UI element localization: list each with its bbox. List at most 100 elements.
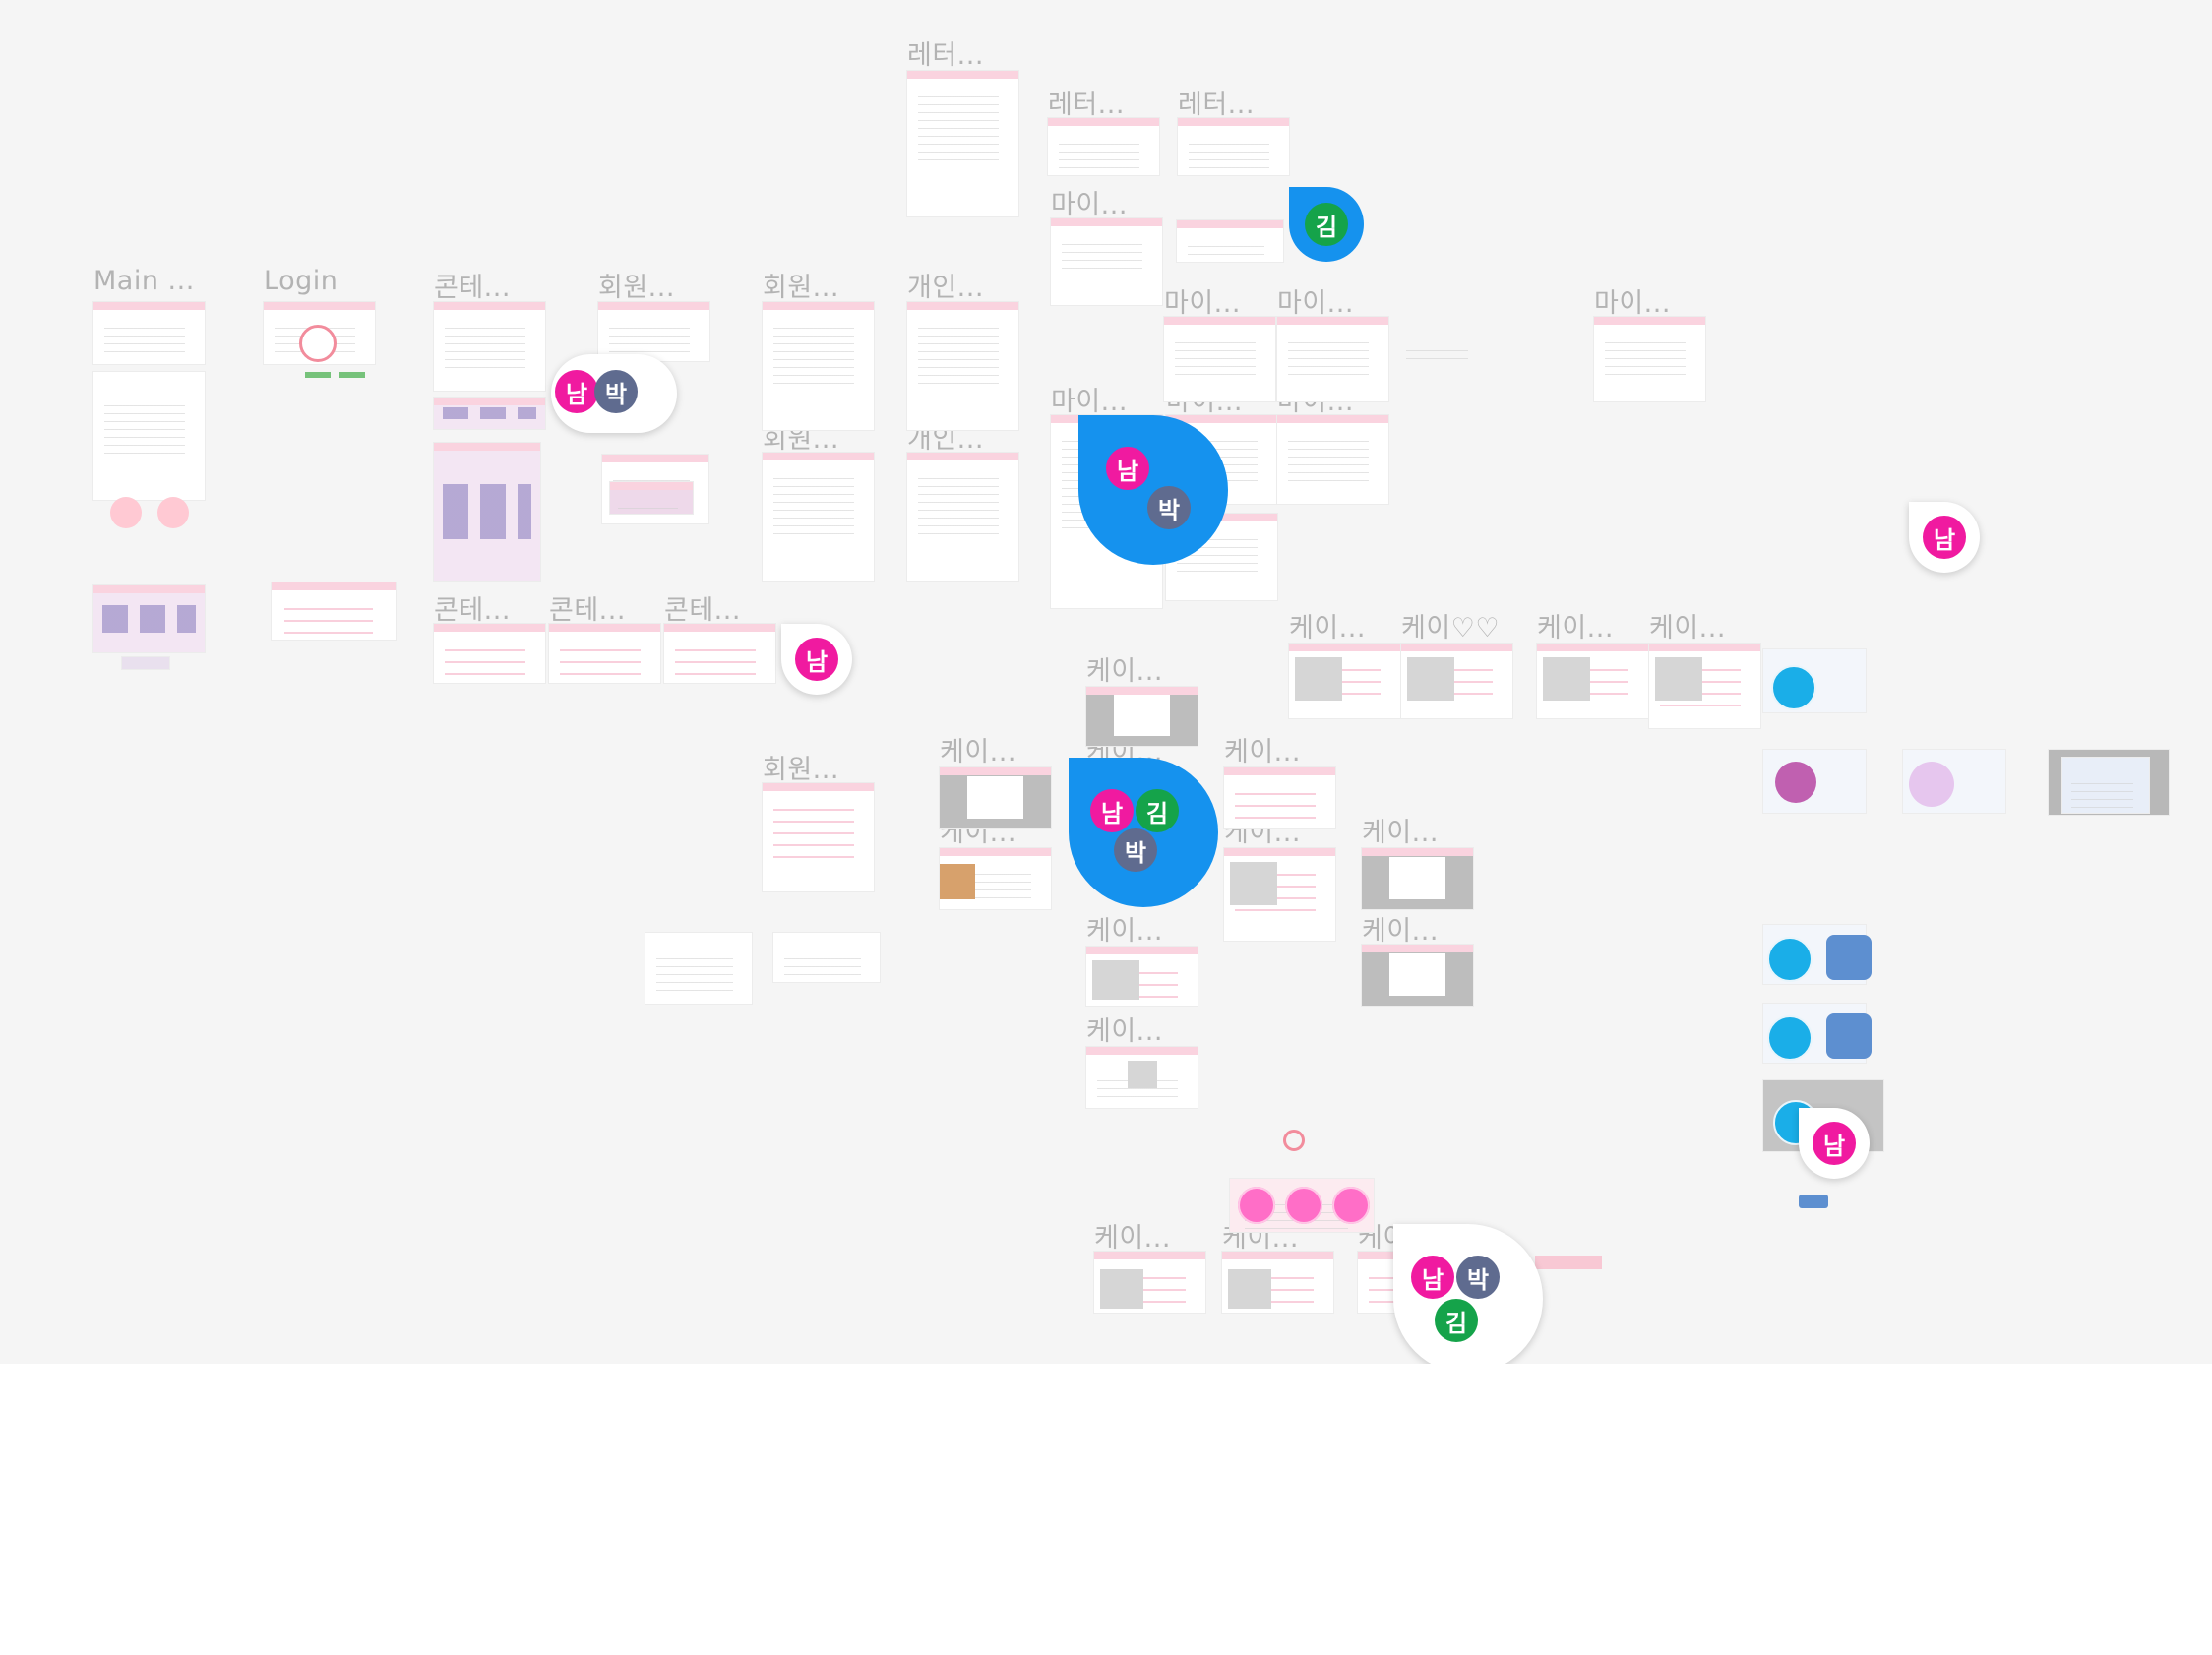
- cake-image-placeholder: [1228, 1269, 1271, 1309]
- collaborator-cursor: 남: [781, 624, 852, 695]
- frame-title[interactable]: Login: [264, 266, 338, 296]
- frame-content-buttons[interactable]: [434, 398, 545, 429]
- frame-title[interactable]: 회원...: [598, 273, 675, 303]
- frame-my-tabs[interactable]: [1177, 220, 1283, 262]
- cake-image-placeholder: [1100, 1269, 1143, 1309]
- collaborator-cursor-group: 남 박 김: [1393, 1224, 1543, 1364]
- frame-letter-3[interactable]: [1178, 118, 1289, 175]
- cake-image-placeholder: [1655, 657, 1702, 701]
- frame-title[interactable]: 콘테...: [434, 595, 511, 626]
- frame-title[interactable]: 레터...: [1178, 90, 1255, 120]
- frame-my[interactable]: [1051, 218, 1162, 305]
- blue-card[interactable]: [1826, 935, 1872, 980]
- frame-letter-2[interactable]: [1048, 118, 1159, 175]
- frame-strip[interactable]: [1535, 1256, 1602, 1269]
- frame-my-4[interactable]: [1594, 317, 1705, 401]
- collaborator-cursor-group: 남 김 박: [1069, 758, 1218, 907]
- member-modal-dialog[interactable]: [610, 482, 693, 514]
- frame-cake-11[interactable]: [1362, 848, 1473, 909]
- proto-modal[interactable]: [2062, 758, 2149, 813]
- frame-notes[interactable]: [1397, 325, 1484, 366]
- frame-title[interactable]: 마이...: [1594, 288, 1671, 319]
- main-circle-decor: [110, 497, 142, 528]
- frame-content-grid[interactable]: [434, 443, 540, 581]
- design-canvas[interactable]: Main ... Login 콘테... 회원... 회원... 개인... 레…: [0, 0, 2212, 1364]
- frame-content[interactable]: [434, 302, 545, 391]
- frame-title[interactable]: 개인...: [907, 273, 984, 303]
- avatar: 남: [555, 370, 598, 413]
- collaborator-cursor: 남: [1909, 502, 1980, 573]
- frame-title[interactable]: 마이...: [1277, 288, 1354, 319]
- frame-title[interactable]: 케이...: [1086, 1016, 1163, 1047]
- frame-title[interactable]: 레터...: [1048, 90, 1125, 120]
- frame-main-cakes[interactable]: [93, 585, 205, 652]
- cake-image-placeholder: [1092, 960, 1139, 1000]
- frame-member-5[interactable]: [645, 933, 752, 1004]
- frame-cake-6[interactable]: [940, 767, 1051, 828]
- frame-title[interactable]: 케이...: [1362, 818, 1439, 848]
- frame-title[interactable]: 마이...: [1051, 387, 1128, 417]
- cake-image-placeholder: [1128, 1061, 1157, 1088]
- frame-title[interactable]: 케이...: [1086, 656, 1163, 687]
- frame-member-3[interactable]: [763, 453, 874, 581]
- blue-card[interactable]: [1826, 1013, 1872, 1059]
- frame-title[interactable]: 마이...: [1164, 288, 1241, 319]
- login-button[interactable]: [305, 372, 331, 378]
- avatar: 남: [1090, 789, 1134, 832]
- frame-title[interactable]: 케이...: [940, 737, 1016, 767]
- color-swatch[interactable]: [1238, 1187, 1275, 1224]
- frame-content-3[interactable]: [549, 624, 660, 683]
- cake-image-placeholder: [1407, 657, 1454, 701]
- frame-title[interactable]: 레터...: [907, 40, 984, 71]
- frame-member-6[interactable]: [773, 933, 880, 982]
- frame-title[interactable]: 회원...: [763, 273, 839, 303]
- avatar: 남: [795, 638, 838, 681]
- frame-main-body[interactable]: [93, 372, 205, 500]
- frame-title[interactable]: 케이...: [1362, 916, 1439, 947]
- frame-title[interactable]: 케이...: [1289, 613, 1366, 644]
- frame-title[interactable]: 케이...: [1086, 916, 1163, 947]
- blue-button[interactable]: [1799, 1195, 1828, 1208]
- avatar: 김: [1305, 203, 1348, 246]
- cyan-circle-icon: [1767, 1015, 1813, 1061]
- heart-image-icon: [1775, 762, 1816, 803]
- color-swatch[interactable]: [1285, 1187, 1322, 1224]
- collaborator-cursor: 남: [1799, 1108, 1870, 1179]
- frame-member-4[interactable]: [763, 783, 874, 891]
- frame-personal[interactable]: [907, 302, 1018, 430]
- frame-title[interactable]: 콘테...: [664, 595, 741, 626]
- frame-title[interactable]: 케이...: [1649, 613, 1726, 644]
- frame-title[interactable]: 케이...: [1094, 1223, 1171, 1254]
- frame-title[interactable]: 콘테...: [549, 595, 626, 626]
- color-swatch[interactable]: [1332, 1187, 1370, 1224]
- frame-title[interactable]: 케이...: [1537, 613, 1614, 644]
- avatar: 남: [1813, 1122, 1856, 1165]
- frame-cake-8[interactable]: [1224, 767, 1335, 828]
- frame-member[interactable]: [598, 302, 709, 361]
- avatar: 남: [1106, 447, 1149, 490]
- frame-title[interactable]: 마이...: [1051, 190, 1128, 220]
- frame-content-2[interactable]: [434, 624, 545, 683]
- frame-login-cakes[interactable]: [272, 582, 396, 640]
- avatar: 박: [594, 370, 638, 413]
- avatar: 남: [1411, 1256, 1454, 1299]
- ellipse-outline-icon[interactable]: [1283, 1130, 1305, 1151]
- frame-my-7[interactable]: [1277, 415, 1388, 504]
- frame-cake-13[interactable]: [1362, 945, 1473, 1006]
- frame-letter[interactable]: [907, 71, 1018, 216]
- frame-cake-5[interactable]: [1086, 687, 1198, 746]
- frame-title[interactable]: 회원...: [763, 755, 839, 785]
- frame-content-4[interactable]: [664, 624, 775, 683]
- frame-title[interactable]: 케이...: [1224, 737, 1301, 767]
- frame-main-footer[interactable]: [122, 657, 169, 669]
- frame-title[interactable]: 콘테...: [434, 273, 511, 303]
- cyan-circle-icon: [1771, 665, 1816, 710]
- frame-member-2[interactable]: [763, 302, 874, 430]
- login-button[interactable]: [339, 372, 365, 378]
- frame-main[interactable]: [93, 302, 205, 364]
- frame-my-3[interactable]: [1277, 317, 1388, 401]
- frame-my-2[interactable]: [1164, 317, 1275, 401]
- frame-title[interactable]: 케이♡♡: [1401, 613, 1501, 644]
- frame-personal-2[interactable]: [907, 453, 1018, 581]
- frame-title[interactable]: Main ...: [93, 266, 195, 296]
